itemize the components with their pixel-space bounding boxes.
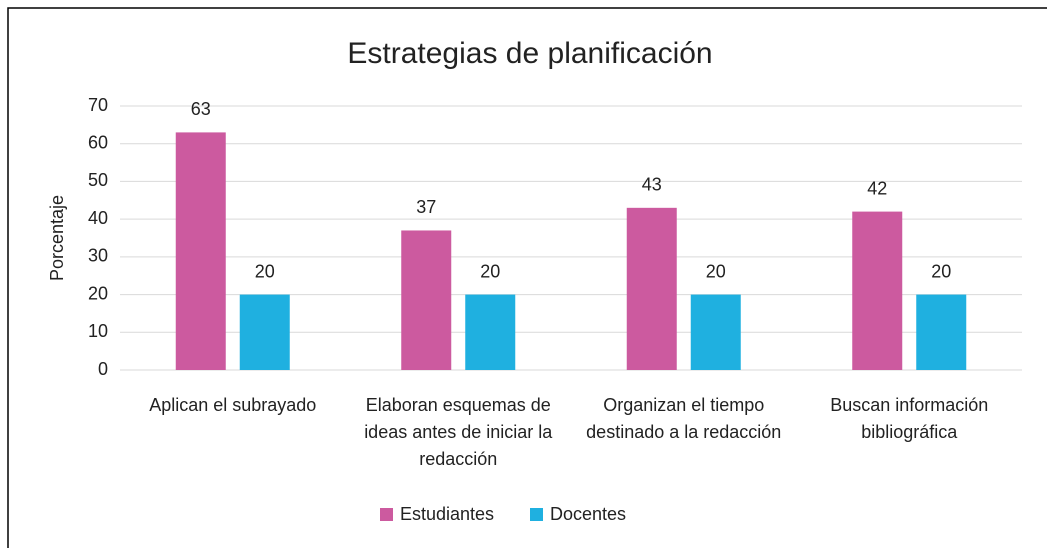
bar: [852, 211, 903, 370]
y-tick-label: 0: [98, 359, 108, 379]
data-label: 63: [191, 99, 211, 119]
y-tick-label: 10: [88, 321, 108, 341]
x-tick-label: Elaboran esquemas de ideas antes de inici…: [364, 395, 553, 469]
data-label: 42: [867, 178, 887, 198]
bar: [916, 294, 967, 370]
data-label: 20: [255, 261, 275, 281]
x-tick-label: Aplican el subrayado: [149, 395, 316, 415]
y-tick-label: 20: [88, 283, 108, 303]
bar: [690, 294, 741, 370]
y-tick-label: 30: [88, 246, 108, 266]
y-axis-label: Porcentaje: [47, 195, 67, 281]
y-tick-label: 50: [88, 170, 108, 190]
data-label: 20: [931, 261, 951, 281]
legend-swatch: [530, 508, 543, 521]
y-tick-label: 60: [88, 132, 108, 152]
legend-label: Docentes: [550, 504, 626, 524]
x-tick-label: Buscan información bibliográfica: [830, 395, 988, 442]
y-tick-label: 70: [88, 95, 108, 115]
y-tick-label: 40: [88, 208, 108, 228]
data-label: 20: [706, 261, 726, 281]
x-tick-label: Organizan el tiempo destinado a la redacc…: [586, 395, 781, 442]
chart-title: Estrategias de planificación: [347, 37, 712, 70]
data-label: 43: [642, 175, 662, 195]
bar: [175, 132, 226, 370]
legend-swatch: [380, 508, 393, 521]
bar: [626, 207, 677, 370]
data-label: 20: [480, 261, 500, 281]
data-label: 37: [416, 197, 436, 217]
legend-label: Estudiantes: [400, 504, 494, 524]
bar: [401, 230, 452, 370]
bar: [239, 294, 290, 370]
bar: [465, 294, 516, 370]
